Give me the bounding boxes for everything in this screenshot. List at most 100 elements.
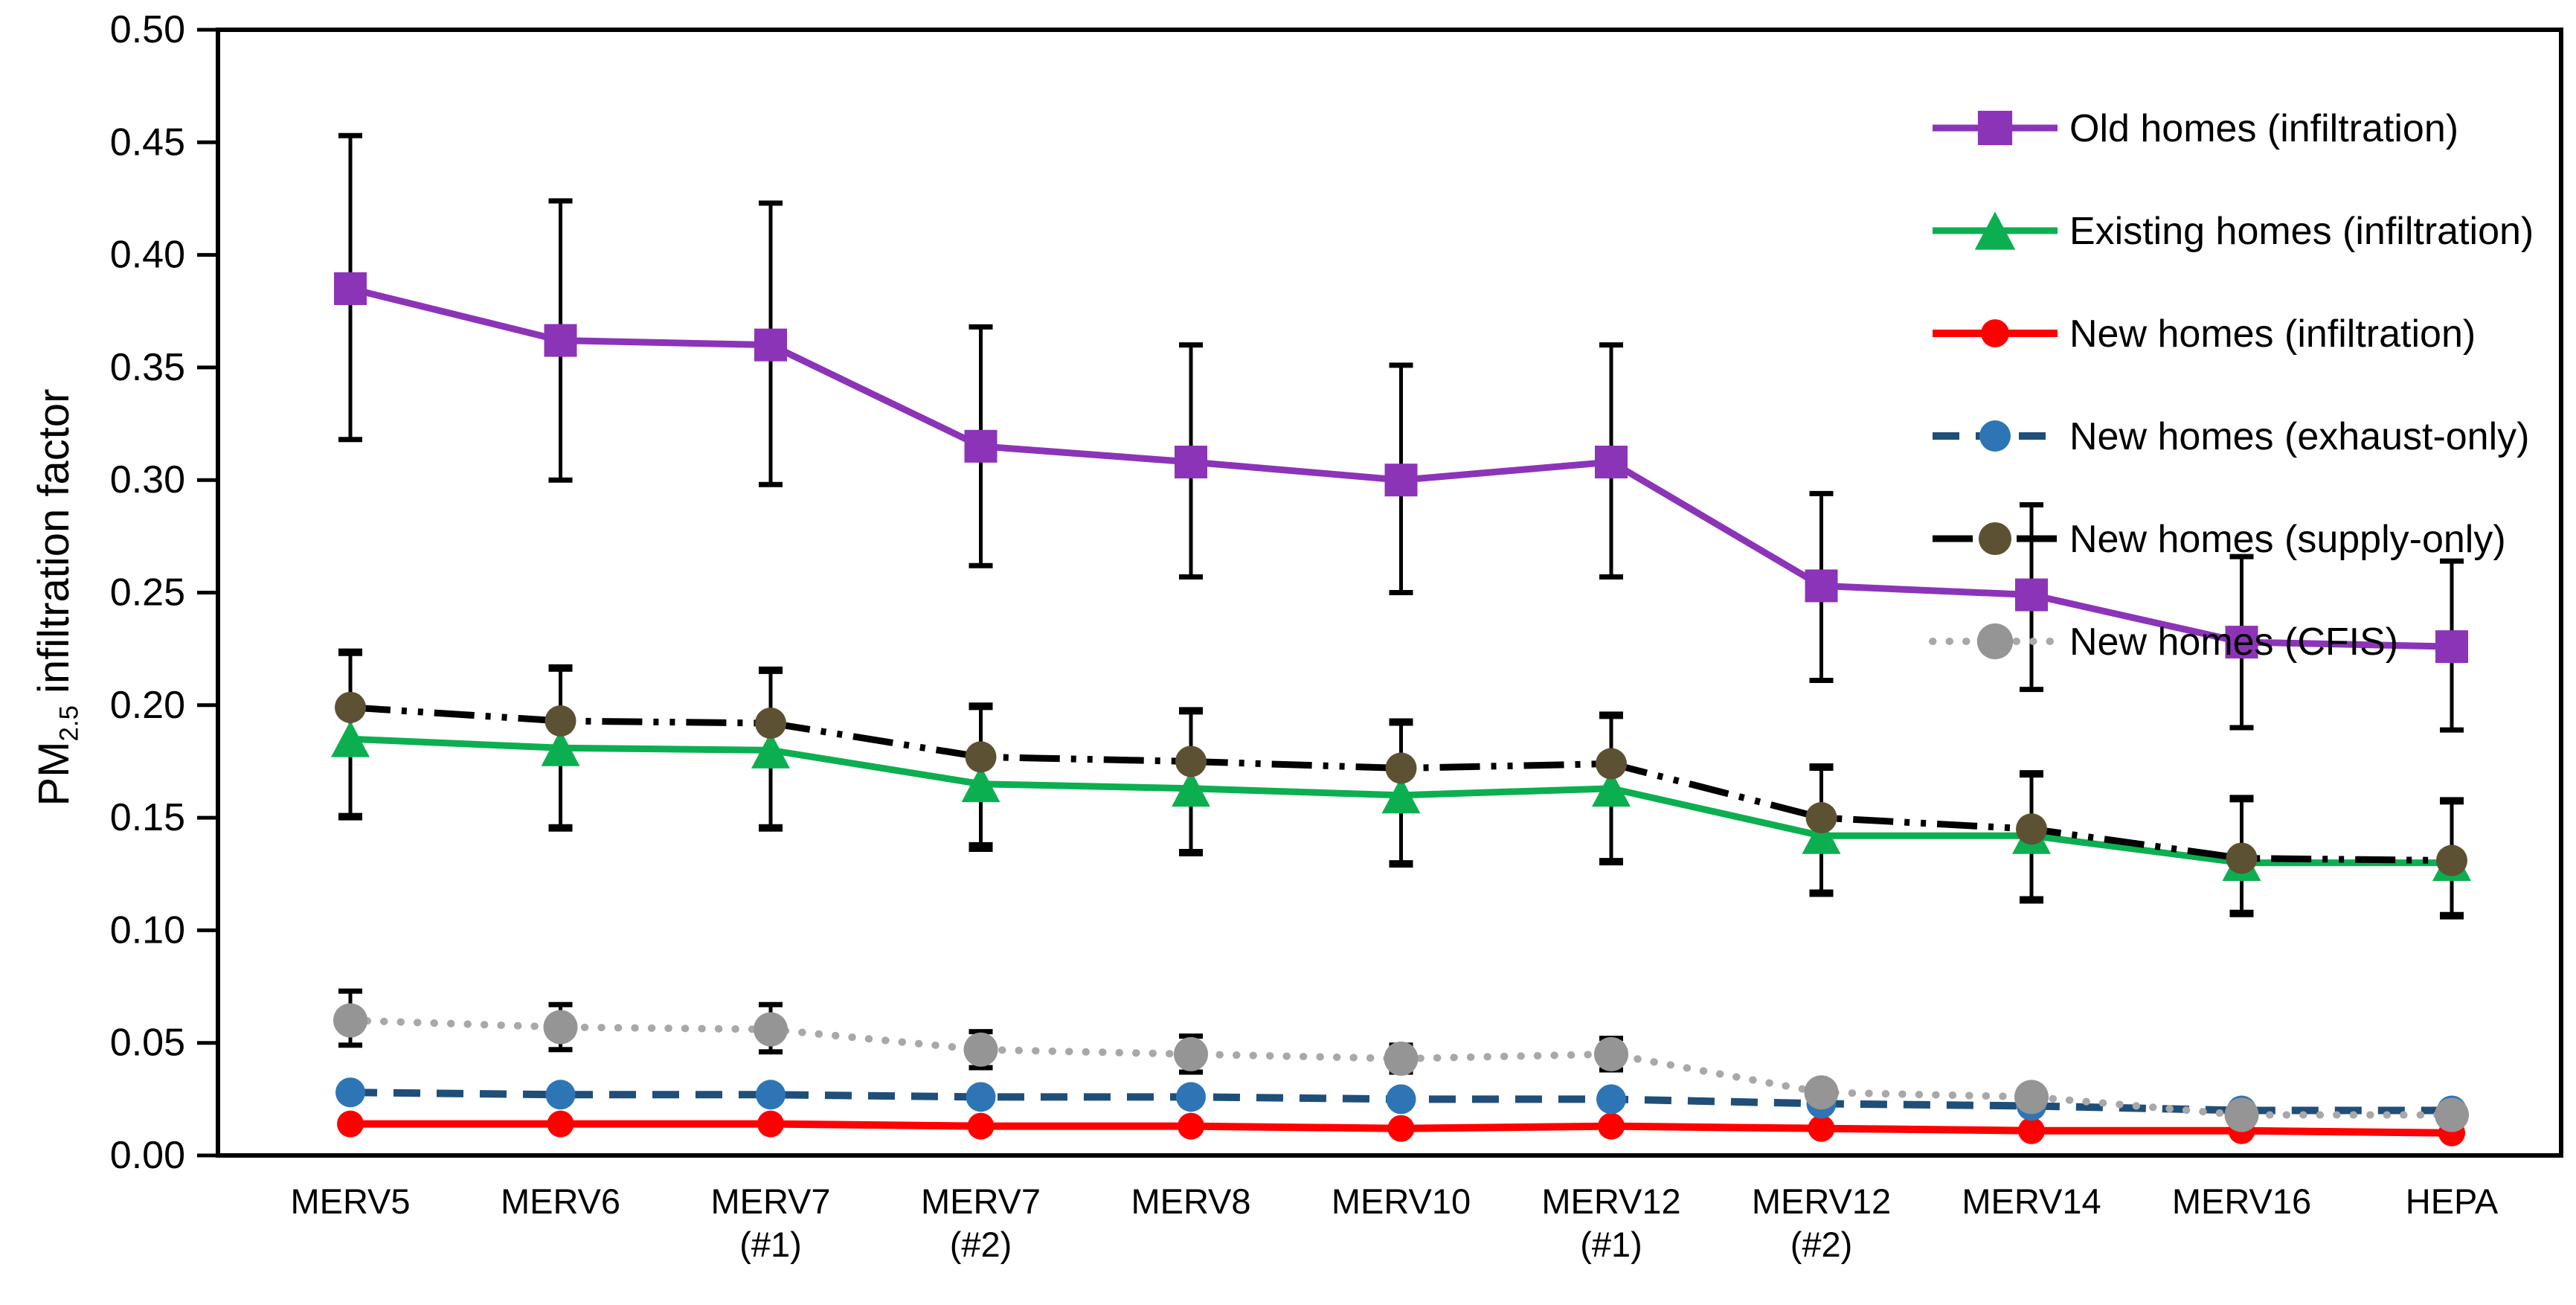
- series-marker-square: [1175, 445, 1207, 478]
- series-marker-circle: [754, 1012, 788, 1047]
- y-axis-tick-label: 0.50: [110, 8, 185, 51]
- series-marker-square: [1595, 445, 1628, 478]
- series-marker-circle: [2224, 1097, 2259, 1132]
- y-axis-title-prefix: PM: [30, 741, 78, 807]
- series-marker-circle: [335, 691, 366, 723]
- series-marker-square: [334, 272, 367, 305]
- y-axis-title-suffix: infiltration factor: [30, 388, 78, 706]
- x-axis-category-line: MERV14: [1962, 1181, 2101, 1221]
- series-marker-triangle: [751, 731, 790, 769]
- series-marker-circle: [1384, 1041, 1419, 1076]
- x-axis-category-label: MERV10: [1332, 1181, 1471, 1221]
- series-marker-circle: [1804, 1075, 1839, 1110]
- x-axis-category-label: MERV6: [501, 1181, 620, 1221]
- series-line: [350, 704, 2453, 865]
- series-marker-circle: [1176, 1082, 1206, 1112]
- y-axis-tick-label: 0.20: [110, 684, 185, 727]
- y-axis-tick-label: 0.40: [110, 234, 185, 277]
- series-marker-square: [1384, 464, 1418, 497]
- x-axis-category-line: MERV6: [501, 1181, 620, 1221]
- series-marker-triangle: [1802, 817, 1841, 854]
- series-marker-circle: [1978, 522, 2012, 556]
- series-marker-circle: [1596, 748, 1627, 780]
- series-marker-circle: [545, 705, 576, 737]
- series-marker-circle: [1175, 746, 1207, 777]
- y-axis-title-subscript: 2.5: [54, 705, 84, 742]
- series-marker-circle: [965, 741, 997, 773]
- series-marker-circle: [1385, 752, 1417, 784]
- series-marker-circle: [337, 1110, 364, 1138]
- series-marker-triangle: [1381, 777, 1421, 814]
- legend-item: New homes (infiltration): [1933, 312, 2476, 356]
- series-marker-circle: [757, 1110, 784, 1138]
- legend-item: New homes (supply-only): [1933, 518, 2506, 561]
- series-marker-circle: [1178, 1112, 1204, 1140]
- y-axis-title: PM2.5 infiltration factor: [29, 359, 84, 836]
- x-axis-category-line: MERV16: [2172, 1181, 2311, 1221]
- legend-item: Existing homes (infiltration): [1933, 210, 2534, 253]
- series-marker-square: [2435, 630, 2468, 664]
- series-marker-circle: [967, 1112, 995, 1140]
- series-marker-circle: [2435, 1097, 2469, 1132]
- y-axis-tick-label: 0.25: [110, 571, 185, 615]
- series-marker-circle: [1979, 420, 2011, 452]
- x-axis-category-line: MERV7: [710, 1181, 830, 1221]
- x-axis-category-label: MERV12 (#2): [1752, 1181, 1891, 1264]
- series-marker-circle: [2014, 1080, 2049, 1115]
- series-marker-circle: [545, 1080, 576, 1110]
- series-marker-circle: [1594, 1036, 1628, 1071]
- legend-label: New homes (infiltration): [2069, 312, 2476, 356]
- series-marker-square: [544, 324, 577, 357]
- series-marker-circle: [1598, 1112, 1625, 1140]
- y-axis-tick-label: 0.45: [110, 121, 185, 164]
- series-marker-triangle: [1172, 770, 1210, 807]
- series-marker-circle: [1174, 1036, 1208, 1071]
- y-axis-tick-label: 0.10: [110, 908, 185, 952]
- series-marker-square: [2225, 626, 2258, 659]
- x-axis-category-line: HEPA: [2406, 1181, 2499, 1221]
- x-axis-category-line: (#1): [1580, 1225, 1642, 1264]
- series-marker-square: [754, 328, 787, 362]
- y-axis-tick-label: 0.30: [110, 458, 185, 501]
- legend-item: New homes (exhaust-only): [1933, 415, 2529, 458]
- legend-label: Old homes (infiltration): [2069, 107, 2458, 150]
- series-marker-triangle: [961, 766, 1000, 803]
- series-marker-circle: [333, 1003, 367, 1038]
- x-axis-category-line: MERV8: [1131, 1181, 1250, 1221]
- legend-label: Existing homes (infiltration): [2069, 210, 2534, 253]
- x-axis-category-label: MERV7 (#2): [921, 1181, 1041, 1264]
- series-marker-square: [1977, 110, 2013, 146]
- x-axis-category-line: (#1): [739, 1225, 802, 1264]
- series-marker-triangle: [1592, 770, 1631, 807]
- series-marker-square: [1805, 569, 1838, 603]
- x-axis-category-label: MERV7 (#1): [710, 1181, 830, 1264]
- x-axis-category-label: HEPA: [2406, 1181, 2499, 1221]
- x-axis-category-line: MERV12: [1752, 1181, 1891, 1221]
- x-axis-category-label: MERV14: [1962, 1181, 2101, 1221]
- series-marker-triangle: [541, 729, 580, 766]
- x-axis-category-label: MERV5: [290, 1181, 410, 1221]
- x-axis-category-line: MERV7: [921, 1181, 1041, 1221]
- series-marker-circle: [2016, 813, 2047, 845]
- x-axis-category-line: MERV10: [1332, 1181, 1471, 1221]
- series-marker-circle: [966, 1082, 996, 1112]
- series-marker-circle: [2226, 842, 2258, 874]
- legend-label: New homes (exhaust-only): [2069, 415, 2529, 458]
- y-axis-tick-label: 0.35: [110, 346, 185, 389]
- x-axis-category-label: MERV12 (#1): [1541, 1181, 1680, 1264]
- series-marker-circle: [1976, 623, 2014, 660]
- series-marker-circle: [1596, 1084, 1626, 1115]
- series-marker-circle: [547, 1110, 574, 1138]
- series-marker-circle: [2436, 844, 2467, 876]
- series-marker-circle: [1981, 319, 2009, 347]
- series-marker-circle: [543, 1010, 578, 1045]
- x-axis-category-label: MERV8: [1131, 1181, 1250, 1221]
- legend-item: New homes (CFIS): [1929, 621, 2398, 664]
- series-marker-circle: [1387, 1115, 1415, 1142]
- x-axis-category-label: MERV16: [2172, 1181, 2311, 1221]
- legend-label: New homes (supply-only): [2069, 518, 2506, 561]
- legend: Old homes (infiltration) Existing homes (…: [1929, 107, 2534, 664]
- series-marker-circle: [1386, 1084, 1416, 1115]
- series-marker-triangle: [331, 720, 370, 757]
